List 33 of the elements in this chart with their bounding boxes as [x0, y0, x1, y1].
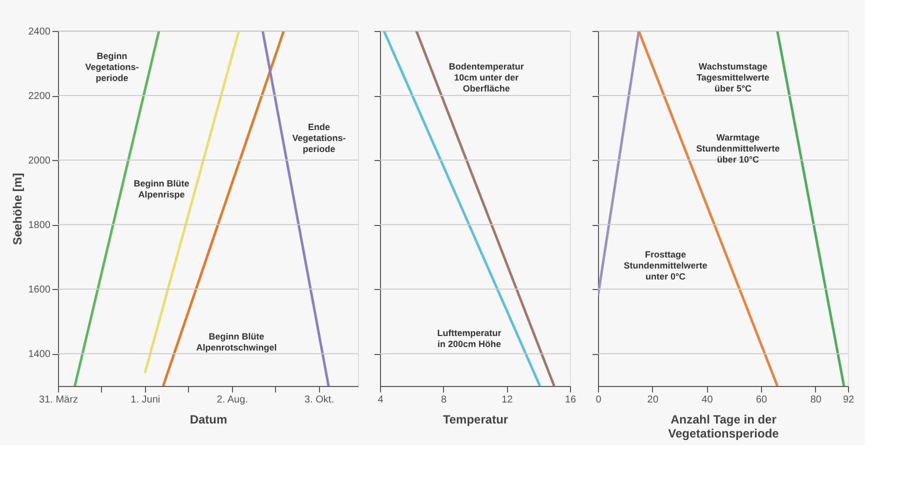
annotation: Wachstumstage Tagesmittelwerte über 5°C: [696, 62, 770, 94]
y-tick-label: 1800: [28, 220, 51, 232]
x-tick-label: 92: [842, 394, 854, 406]
x-tick-label: 0: [596, 394, 602, 406]
annotation: Lufttemperatur in 200cm Höhe: [437, 328, 502, 349]
x-axis-title: Temperatur: [442, 412, 508, 426]
x-tick-label: 20: [647, 394, 659, 406]
x-tick-label: 60: [756, 394, 768, 406]
y-tick-label: 2000: [28, 156, 51, 167]
annotation: Beginn Blüte Alpenrotschwingel: [196, 331, 277, 352]
annotation: Bodentemperatur 10cm unter der Oberfläche: [448, 62, 524, 94]
annotation: Ende Vegetations- periode: [292, 122, 346, 154]
x-tick-label: 3. Okt.: [304, 394, 334, 406]
x-tick-label: 2. Aug.: [216, 394, 248, 406]
y-tick-label: 2200: [28, 91, 51, 102]
annotation: Beginn Vegetations- periode: [85, 50, 139, 83]
x-axis-title: Datum: [190, 412, 228, 426]
x-tick-label: 16: [564, 394, 576, 406]
x-tick-label: 12: [502, 394, 514, 406]
x-tick-label: 40: [702, 394, 714, 406]
annotation: Beginn Blüte Alpenrispe: [134, 178, 190, 200]
y-tick-label: 1600: [28, 284, 51, 296]
x-tick-label: 4: [378, 394, 384, 406]
x-tick-label: 31. März: [39, 394, 78, 406]
x-tick-label: 1. Juni: [130, 394, 160, 406]
y-tick-label: 1400: [28, 349, 51, 360]
annotation: Warmtage Stundenmittelwerte über 10°C: [696, 132, 780, 164]
annotation: Frosttage Stundenmittelwerte unter 0°C: [624, 250, 708, 282]
x-tick-label: 8: [441, 394, 448, 406]
y-tick-label: 2400: [28, 26, 51, 38]
y-axis-title: Seehöhe [m]: [10, 172, 24, 246]
x-axis-title: Anzahl Tage in der Vegetationsperiode: [668, 412, 780, 440]
x-tick-label: 80: [810, 394, 822, 406]
